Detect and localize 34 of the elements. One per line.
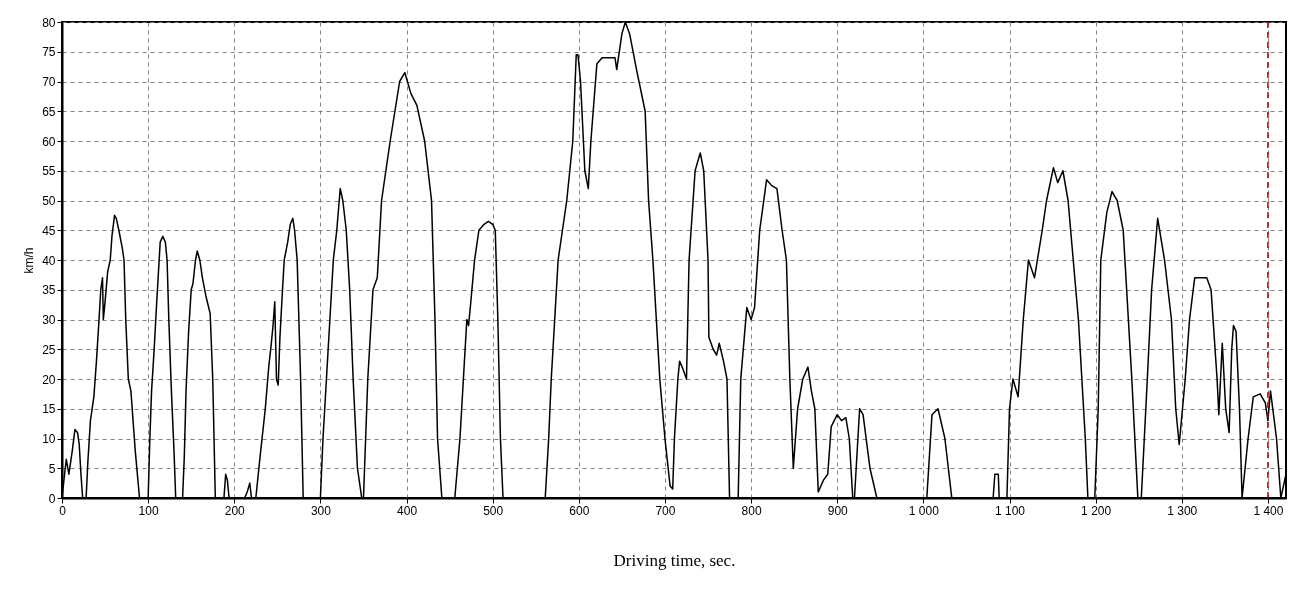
x-tick-label: 900 <box>827 503 849 518</box>
x-tick-label: 400 <box>397 503 418 518</box>
x-tick-label: 1 100 <box>994 503 1026 518</box>
x-tick-label: 100 <box>138 503 159 518</box>
y-tick-label: 30 <box>42 313 56 327</box>
x-tick-label: 300 <box>310 503 332 518</box>
y-tick-label: 60 <box>42 134 56 149</box>
y-tick-label: 20 <box>42 372 56 387</box>
y-tick-label: 5 <box>48 461 56 476</box>
x-tick-label: 1 000 <box>908 503 940 518</box>
x-tick-label: 1 400 <box>1253 503 1284 518</box>
x-tick-label: 800 <box>741 503 762 518</box>
y-tick-label: 65 <box>42 104 56 119</box>
x-tick-label: 1 200 <box>1081 503 1112 518</box>
x-tick-label: 200 <box>224 503 246 518</box>
y-tick-label: 40 <box>42 253 56 268</box>
x-axis-title: Driving time, sec. <box>613 550 736 570</box>
y-tick-label: 25 <box>42 342 56 357</box>
y-tick-label: 15 <box>42 402 56 417</box>
x-tick-label: 700 <box>655 503 676 518</box>
x-tick-label: 500 <box>483 503 504 518</box>
y-tick-label: 35 <box>42 283 56 298</box>
y-tick-label: 0 <box>48 491 56 506</box>
x-tick-label: 1 300 <box>1167 503 1198 518</box>
y-tick-label: 70 <box>42 75 56 89</box>
y-tick-label: 50 <box>42 194 56 208</box>
y-tick-label: 55 <box>42 164 56 179</box>
x-tick-label: 600 <box>569 503 590 518</box>
y-tick-label: 10 <box>42 432 56 446</box>
y-tick-label: 75 <box>42 45 56 60</box>
x-tick-label: 0 <box>59 503 67 518</box>
y-tick-label: 80 <box>42 15 56 30</box>
y-axis-title: km/h <box>22 247 37 274</box>
y-tick-label: 45 <box>42 223 56 238</box>
